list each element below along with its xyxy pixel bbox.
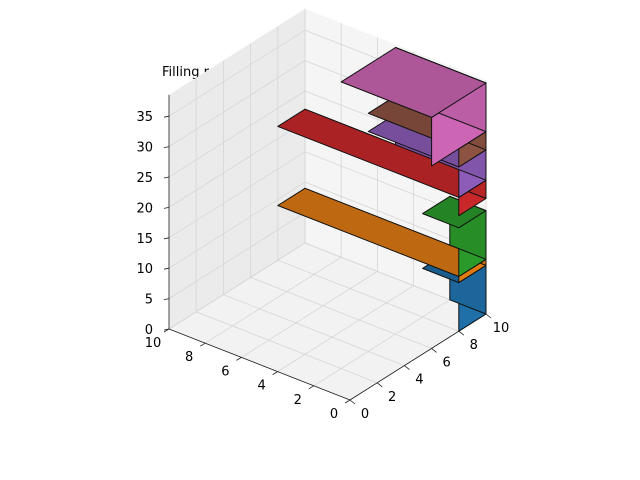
grid-line-z — [168, 242, 487, 330]
x-tick-mark — [376, 382, 383, 388]
grid-line-z — [168, 181, 487, 269]
y-tick-label: 2 — [294, 393, 302, 408]
y-tick-label: 4 — [257, 379, 265, 394]
z-tick-label: 35 — [136, 110, 153, 125]
x-tick-mark — [349, 399, 356, 405]
z-tick-mark — [163, 115, 170, 118]
y-tick-mark — [199, 342, 206, 347]
z-tick-mark — [163, 328, 170, 331]
x-tick-label: 0 — [361, 407, 369, 422]
z-tick-label: 25 — [136, 171, 153, 186]
x-tick-label: 10 — [493, 321, 510, 336]
z-tick-mark — [163, 237, 170, 240]
y-tick-label: 0 — [330, 407, 338, 422]
x-tick-mark — [431, 348, 437, 353]
z-tick-label: 20 — [136, 201, 153, 216]
z-tick-label: 30 — [136, 141, 153, 156]
y-tick-mark — [272, 371, 278, 375]
z-tick-mark — [163, 298, 170, 300]
box-face-top — [340, 47, 487, 118]
y-axis-line — [168, 328, 351, 401]
z-tick-mark — [163, 267, 170, 270]
z-tick-label: 10 — [136, 262, 153, 277]
floor-pane — [169, 243, 486, 400]
z-tick-mark — [163, 176, 170, 179]
back-pane — [169, 8, 305, 330]
x-tick-mark — [458, 330, 465, 336]
y-tick-label: 8 — [185, 350, 193, 365]
x-tick-mark — [404, 365, 410, 370]
y-tick-mark — [236, 357, 242, 361]
box-face-top — [422, 195, 487, 229]
x-tick-label: 2 — [388, 390, 396, 405]
x-tick-label: 4 — [415, 373, 423, 388]
grid-line-z — [168, 151, 487, 239]
z-tick-label: 5 — [145, 293, 153, 308]
box-red — [277, 108, 487, 217]
z-tick-mark — [163, 207, 170, 209]
z-tick-label: 0 — [145, 323, 153, 338]
x-tick-mark — [485, 313, 492, 319]
z-tick-label: 15 — [136, 232, 153, 247]
y-tick-mark — [344, 399, 351, 404]
x-tick-label: 8 — [470, 338, 478, 353]
z-tick-mark — [163, 146, 170, 148]
box-pink — [340, 47, 487, 167]
y-tick-label: 6 — [221, 364, 229, 379]
y-tick-mark — [308, 385, 315, 390]
x-tick-label: 6 — [442, 355, 450, 370]
y-tick-label: 10 — [145, 336, 162, 351]
